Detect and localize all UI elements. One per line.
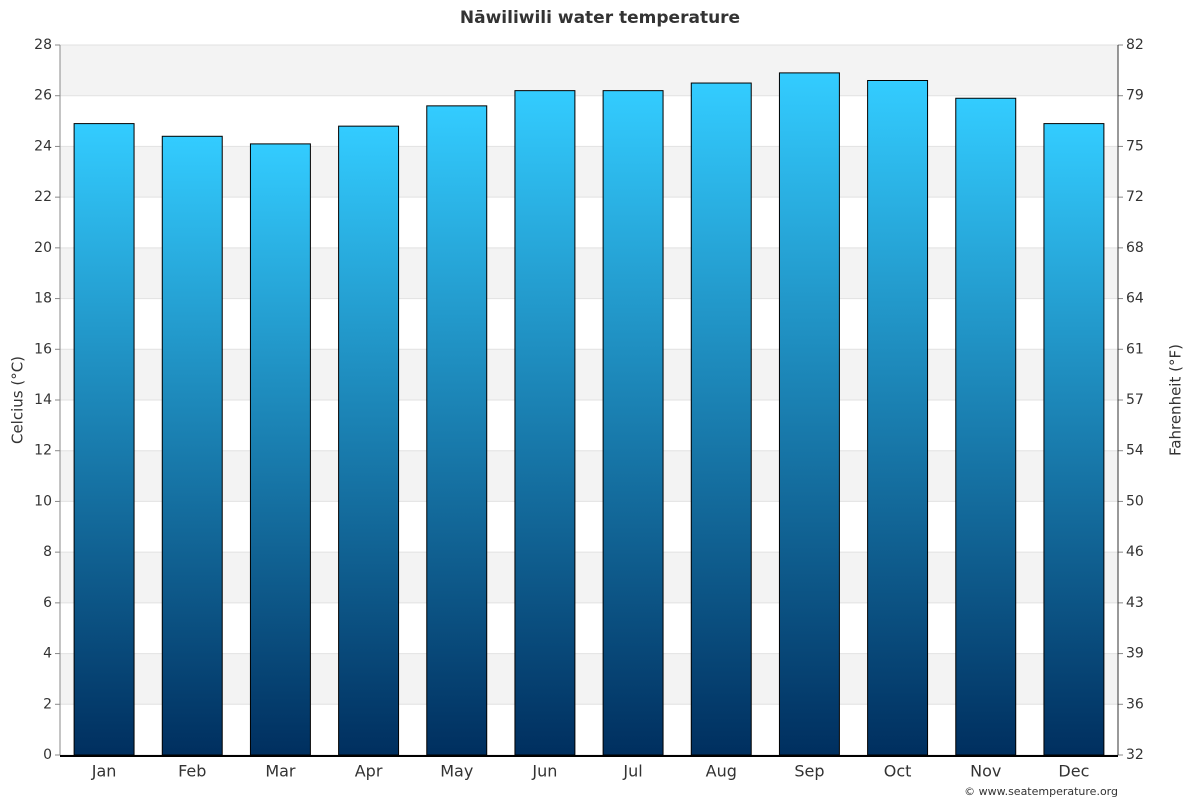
bar (73, 123, 135, 756)
y2-tick-label: 46 (1126, 544, 1144, 560)
y-tick-label: 6 (43, 595, 52, 611)
source-note: © www.seatemperature.org (964, 785, 1118, 798)
y2-tick-label: 57 (1126, 392, 1144, 408)
y-tick-label: 2 (43, 696, 52, 712)
y2-tick-label: 79 (1126, 88, 1144, 104)
grid-band (60, 247, 1118, 299)
x-tick-label: Jul (622, 762, 642, 781)
y2-tick-label: 32 (1126, 747, 1144, 763)
y2-axis-title: Fahrenheit (°F) (1167, 344, 1185, 456)
y2-tick-label: 39 (1126, 646, 1144, 662)
bar (602, 90, 664, 756)
x-tick-label: May (440, 762, 473, 781)
x-tick-label: Oct (884, 762, 912, 781)
x-tick-label: Feb (178, 762, 206, 781)
y-tick-label: 10 (34, 493, 52, 509)
y-tick-label: 12 (34, 443, 52, 459)
grid-band (60, 146, 1118, 198)
y-axis-title: Celcius (°C) (9, 356, 27, 444)
y-tick-label: 28 (34, 37, 52, 53)
y2-tick-label: 75 (1126, 138, 1144, 154)
x-tick-label: Jun (531, 762, 557, 781)
x-tick-label: Dec (1058, 762, 1089, 781)
y2-tick-label: 64 (1126, 291, 1144, 307)
grid-band (60, 552, 1118, 603)
bar (161, 135, 223, 756)
y-tick-label: 20 (34, 240, 52, 256)
y-tick-label: 0 (43, 747, 52, 763)
x-tick-label: Sep (794, 762, 824, 781)
bar (338, 125, 400, 756)
grid-band (60, 45, 1118, 96)
y-tick-label: 24 (34, 138, 52, 154)
bar (249, 143, 311, 756)
grid-band (60, 450, 1118, 502)
y2-tick-label: 50 (1126, 493, 1144, 509)
bar (514, 90, 576, 756)
bar (867, 80, 929, 756)
y2-tick-label: 43 (1126, 595, 1144, 611)
bar (955, 97, 1017, 756)
x-tick-label: Jan (91, 762, 117, 781)
bar (778, 72, 840, 756)
x-tick-label: Mar (265, 762, 296, 781)
y-tick-label: 26 (34, 88, 52, 104)
y2-tick-label: 72 (1126, 189, 1144, 205)
grid-band (60, 349, 1118, 400)
y-tick-label: 18 (34, 291, 52, 307)
y2-tick-label: 68 (1126, 240, 1144, 256)
x-tick-label: Aug (706, 762, 737, 781)
bar (690, 82, 752, 756)
chart-title: Nāwiliwili water temperature (460, 8, 740, 28)
x-tick-label: Nov (970, 762, 1001, 781)
y-tick-label: 22 (34, 189, 52, 205)
bar (1043, 123, 1105, 756)
y-tick-label: 4 (43, 646, 52, 662)
bar (426, 105, 488, 756)
y2-tick-label: 61 (1126, 341, 1144, 357)
y-tick-label: 16 (34, 341, 52, 357)
y2-tick-label: 82 (1126, 37, 1144, 53)
y2-tick-label: 36 (1126, 696, 1144, 712)
y-tick-label: 14 (34, 392, 52, 408)
x-tick-label: Apr (355, 762, 383, 781)
y2-tick-label: 54 (1126, 443, 1144, 459)
grid-band (60, 653, 1118, 705)
y-tick-label: 8 (43, 544, 52, 560)
